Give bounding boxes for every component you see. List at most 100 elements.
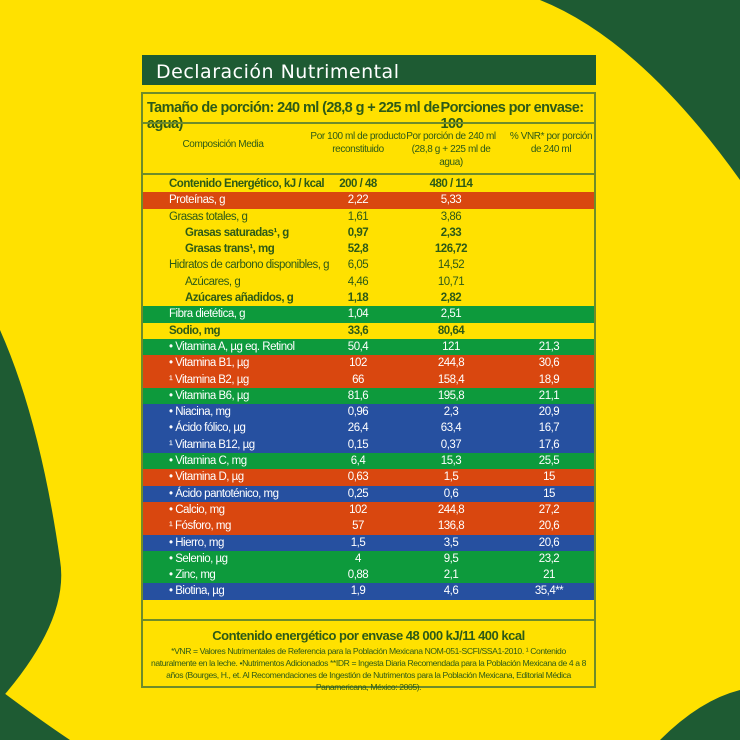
value-per-100ml: 0,25: [347, 487, 369, 500]
divider: [143, 122, 594, 124]
value-vnr: 15: [543, 487, 555, 500]
value-per-100ml: 0,97: [347, 226, 369, 239]
value-per-serving: 2,1: [443, 569, 459, 582]
table-row: • Ácido pantoténico, mg 0,25 0,6 15: [143, 485, 594, 502]
value-per-serving: 244,8: [437, 357, 465, 370]
table-row: • Niacina, mg 0,96 2,3 20,9: [143, 404, 594, 421]
footnotes: *VNR = Valores Nutrimentales de Referenc…: [151, 646, 586, 692]
nutrition-table: Tamaño de porción: 240 ml (28,8 g + 225 …: [141, 92, 596, 692]
value-vnr: 21,3: [538, 340, 560, 353]
value-per-serving: 2,3: [443, 406, 459, 419]
nutrient-name: ¹ Vitamina B2, µg: [169, 373, 249, 386]
value-per-serving: 0,37: [440, 438, 462, 451]
nutrient-name: • Ácido pantoténico, mg: [169, 487, 279, 500]
total-energy: Contenido energético por envase 48 000 k…: [212, 628, 525, 643]
table-row: ¹ Fósforo, mg 57 136,8 20,6: [143, 518, 594, 535]
nutrient-name: Grasas totales, g: [169, 210, 248, 223]
table-row: Hidratos de carbono disponibles, g 6,05 14…: [143, 257, 594, 273]
value-per-100ml: 33,6: [347, 324, 369, 337]
value-per-serving: 244,8: [437, 503, 465, 516]
value-per-100ml: 66: [352, 373, 364, 386]
nutrient-rows: Contenido Energético, kJ / kcal 200 / 48 4…: [143, 176, 594, 600]
table-row: Proteínas, g 2,22 5,33: [143, 192, 594, 209]
value-per-100ml: 57: [352, 520, 364, 533]
table-row: ¹ Vitamina B12, µg 0,15 0,37 17,6: [143, 436, 594, 454]
value-per-100ml: 0,63: [347, 471, 369, 484]
value-per-serving: 480 / 114: [429, 178, 473, 190]
value-vnr: 25,5: [538, 455, 560, 468]
value-per-serving: 63,4: [440, 422, 462, 435]
value-vnr: 21,1: [538, 389, 560, 402]
servings-per-container: Porciones por envase: 100: [440, 100, 585, 132]
value-per-serving: 2,33: [440, 226, 462, 239]
table-row: • Vitamina A, µg eq. Retinol 50,4 121 21,3: [143, 338, 594, 356]
value-per-100ml: 2,22: [347, 194, 369, 207]
table-row: • Hierro, mg 1,5 3,5 20,6: [143, 534, 594, 551]
nutrient-name: Azúcares añadidos, g: [185, 292, 294, 305]
value-per-serving: 14,52: [437, 259, 465, 272]
value-per-serving: 15,3: [440, 455, 462, 468]
nutrient-name: • Calcio, mg: [169, 503, 225, 516]
value-per-serving: 158,4: [437, 373, 465, 386]
nutrient-name: Contenido Energético, kJ / kcal: [169, 178, 325, 190]
value-per-serving: 10,71: [437, 275, 465, 288]
value-vnr: 18,9: [538, 373, 560, 386]
value-per-serving: 121: [442, 340, 460, 353]
nutrient-name: • Zinc, mg: [169, 569, 216, 582]
table-row: • Zinc, mg 0,88 2,1 21: [143, 567, 594, 584]
value-vnr: 20,6: [538, 536, 560, 549]
nutrient-name: • Vitamina B1, µg: [169, 357, 249, 370]
value-per-serving: 0,6: [443, 487, 459, 500]
value-per-serving: 136,8: [437, 520, 465, 533]
value-per-serving: 2,51: [440, 308, 462, 321]
value-per-100ml: 0,96: [347, 406, 369, 419]
value-per-100ml: 102: [349, 357, 367, 370]
table-row: Sodio, mg 33,6 80,64: [143, 323, 594, 339]
value-vnr: 16,7: [538, 422, 560, 435]
value-per-100ml: 1,9: [350, 585, 366, 598]
value-vnr: 20,9: [538, 406, 560, 419]
value-vnr: 15: [543, 471, 555, 484]
nutrient-name: Azúcares, g: [185, 275, 241, 288]
table-row: • Calcio, mg 102 244,8 27,2: [143, 501, 594, 519]
value-per-100ml: 4,46: [347, 275, 369, 288]
value-per-serving: 3,86: [440, 210, 462, 223]
table-row: • Vitamina B1, µg 102 244,8 30,6: [143, 355, 594, 372]
value-per-100ml: 0,88: [347, 569, 369, 582]
value-per-100ml: 52,8: [347, 243, 369, 256]
nutrient-name: • Vitamina B6, µg: [169, 389, 249, 402]
nutrient-name: • Niacina, mg: [169, 406, 231, 419]
col-header-vnr: % VNR* por porción de 240 ml: [509, 131, 593, 155]
nutrient-name: Hidratos de carbono disponibles, g: [169, 259, 330, 272]
serving-size: Tamaño de porción: 240 ml (28,8 g + 225 …: [147, 100, 440, 132]
value-vnr: 27,2: [538, 503, 560, 516]
col-header-per100: Por 100 ml de producto reconstituido: [310, 131, 406, 155]
table-row: Grasas trans¹, mg 52,8 126,72: [143, 241, 594, 257]
table-row: • Ácido fólico, µg 26,4 63,4 16,7: [143, 420, 594, 437]
value-per-serving: 126,72: [434, 243, 468, 256]
value-per-100ml: 200 / 48: [339, 178, 377, 190]
value-vnr: 17,6: [538, 438, 560, 451]
value-per-serving: 9,5: [443, 552, 459, 565]
value-per-serving: 80,64: [437, 324, 465, 337]
table-row: • Selenio, µg 4 9,5 23,2: [143, 550, 594, 568]
value-per-serving: 1,5: [443, 471, 459, 484]
table-row: • Biotina, µg 1,9 4,6 35,4**: [143, 583, 594, 600]
value-vnr: 23,2: [538, 552, 560, 565]
value-per-100ml: 102: [349, 503, 367, 516]
table-row: • Vitamina D, µg 0,63 1,5 15: [143, 469, 594, 486]
nutrient-name: Grasas saturadas¹, g: [185, 226, 289, 239]
value-per-serving: 3,5: [443, 536, 459, 549]
nutrient-name: Sodio, mg: [169, 324, 221, 337]
value-vnr: 20,6: [538, 520, 560, 533]
table-row: Grasas saturadas¹, g 0,97 2,33: [143, 225, 594, 241]
divider: [143, 173, 594, 175]
value-vnr: 21: [543, 569, 555, 582]
nutrient-name: • Vitamina C, mg: [169, 455, 247, 468]
divider: [143, 619, 594, 621]
value-per-100ml: 26,4: [347, 422, 369, 435]
nutrient-name: • Ácido fólico, µg: [169, 422, 246, 435]
nutrient-name: • Selenio, µg: [169, 552, 228, 565]
table-row: Azúcares añadidos, g 1,18 2,82: [143, 290, 594, 306]
